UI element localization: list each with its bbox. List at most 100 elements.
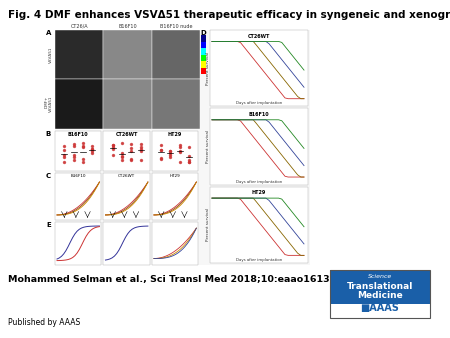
Bar bbox=[104, 173, 150, 220]
Point bbox=[158, 155, 165, 160]
Text: HT29: HT29 bbox=[168, 132, 182, 137]
Bar bbox=[154, 32, 198, 77]
Point bbox=[61, 154, 68, 160]
Point bbox=[128, 148, 135, 153]
Point bbox=[167, 148, 174, 153]
Text: D: D bbox=[200, 30, 206, 36]
Point bbox=[118, 153, 126, 159]
Text: B16F10 nude: B16F10 nude bbox=[160, 24, 192, 29]
Text: B16F10: B16F10 bbox=[118, 24, 137, 29]
Point bbox=[137, 146, 144, 152]
Text: Science: Science bbox=[368, 274, 392, 279]
Point bbox=[185, 153, 193, 158]
Bar bbox=[105, 32, 150, 77]
Point bbox=[176, 144, 183, 150]
Point bbox=[128, 145, 135, 150]
Point bbox=[167, 150, 174, 155]
Text: B16F10: B16F10 bbox=[71, 174, 86, 178]
Bar bbox=[154, 81, 198, 127]
Point bbox=[176, 148, 183, 154]
Point bbox=[70, 157, 77, 163]
Bar bbox=[57, 81, 101, 127]
Bar bbox=[55, 131, 101, 171]
Point bbox=[89, 144, 96, 149]
Point bbox=[185, 159, 193, 165]
Point bbox=[109, 146, 117, 152]
Text: B16F10: B16F10 bbox=[68, 132, 89, 137]
Text: Percent survival: Percent survival bbox=[206, 130, 210, 163]
Text: Mohammed Selman et al., Sci Transl Med 2018;10:eaao1613: Mohammed Selman et al., Sci Transl Med 2… bbox=[8, 275, 329, 284]
Text: C: C bbox=[46, 173, 51, 179]
Point bbox=[167, 154, 174, 160]
Point bbox=[70, 143, 77, 148]
Point bbox=[79, 144, 86, 149]
Bar bbox=[330, 304, 430, 318]
Point bbox=[158, 142, 165, 147]
Point bbox=[128, 141, 135, 147]
Point bbox=[109, 142, 117, 148]
Bar bbox=[55, 30, 104, 79]
Text: Translational: Translational bbox=[347, 282, 413, 291]
Bar bbox=[55, 30, 310, 265]
Point bbox=[118, 157, 126, 163]
Point bbox=[109, 143, 117, 148]
Text: Days after implantation: Days after implantation bbox=[236, 101, 282, 105]
Bar bbox=[210, 108, 308, 185]
Text: Medicine: Medicine bbox=[357, 291, 403, 300]
Point bbox=[79, 159, 86, 165]
Point bbox=[89, 146, 96, 151]
Text: HT29: HT29 bbox=[252, 191, 266, 195]
Bar bbox=[152, 79, 200, 129]
Text: VSVΔ51: VSVΔ51 bbox=[49, 47, 53, 63]
Point bbox=[89, 149, 96, 154]
Bar bbox=[201, 48, 207, 55]
Point bbox=[137, 157, 144, 162]
Bar bbox=[104, 79, 152, 129]
Text: Percent survival: Percent survival bbox=[206, 52, 210, 84]
Bar bbox=[104, 222, 150, 265]
Point bbox=[89, 146, 96, 151]
Bar bbox=[152, 131, 198, 171]
Bar bbox=[57, 32, 101, 77]
Point bbox=[61, 143, 68, 148]
Point bbox=[167, 152, 174, 158]
Point bbox=[185, 144, 193, 150]
Point bbox=[158, 156, 165, 162]
Point bbox=[61, 147, 68, 153]
Bar bbox=[201, 35, 207, 42]
Point bbox=[61, 159, 68, 164]
Bar bbox=[201, 55, 207, 61]
Bar bbox=[104, 131, 150, 171]
Bar bbox=[104, 30, 152, 79]
Point bbox=[158, 147, 165, 152]
Text: A: A bbox=[45, 30, 51, 36]
Text: E: E bbox=[46, 222, 51, 228]
Point bbox=[185, 158, 193, 163]
Point bbox=[185, 159, 193, 164]
Text: DMF+
VSVΔ51: DMF+ VSVΔ51 bbox=[45, 96, 53, 112]
Text: Percent survival: Percent survival bbox=[206, 208, 210, 241]
Text: HT29: HT29 bbox=[170, 174, 180, 178]
Point bbox=[137, 142, 144, 147]
Bar bbox=[152, 222, 198, 265]
Text: B16F10: B16F10 bbox=[249, 112, 269, 117]
Point bbox=[158, 147, 165, 152]
Bar bbox=[330, 270, 430, 318]
Text: Days after implantation: Days after implantation bbox=[236, 180, 282, 184]
Point bbox=[70, 154, 77, 160]
Bar bbox=[330, 270, 430, 304]
Text: B: B bbox=[46, 131, 51, 137]
Bar bbox=[201, 68, 207, 74]
Point bbox=[79, 140, 86, 146]
Point bbox=[109, 145, 117, 150]
Text: CT26/A: CT26/A bbox=[70, 24, 88, 29]
Bar bbox=[55, 173, 101, 220]
Point bbox=[137, 144, 144, 150]
Point bbox=[89, 150, 96, 156]
Text: CT26WT: CT26WT bbox=[248, 34, 270, 39]
Point bbox=[70, 152, 77, 158]
Text: ■AAAS: ■AAAS bbox=[360, 303, 400, 313]
Text: Days after implantation: Days after implantation bbox=[236, 258, 282, 262]
Bar bbox=[105, 81, 150, 127]
Point bbox=[118, 141, 126, 146]
